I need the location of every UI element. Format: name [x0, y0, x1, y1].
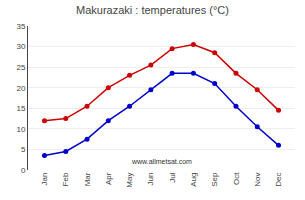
- svg-text:Jul: Jul: [168, 172, 177, 182]
- svg-text:0: 0: [21, 166, 26, 175]
- svg-text:www.allmetsat.com: www.allmetsat.com: [131, 158, 192, 165]
- svg-text:May: May: [125, 173, 134, 188]
- svg-text:10: 10: [16, 125, 25, 134]
- svg-text:Oct: Oct: [232, 172, 241, 185]
- svg-text:Nov: Nov: [253, 173, 262, 187]
- svg-text:25: 25: [16, 63, 25, 72]
- svg-text:Jun: Jun: [146, 173, 155, 186]
- svg-text:Mar: Mar: [83, 172, 92, 186]
- svg-text:Sep: Sep: [210, 172, 219, 187]
- svg-text:Apr: Apr: [104, 172, 113, 185]
- svg-text:Aug: Aug: [189, 173, 198, 187]
- svg-text:Feb: Feb: [61, 172, 70, 186]
- svg-text:30: 30: [16, 42, 25, 51]
- svg-text:5: 5: [21, 145, 26, 154]
- svg-text:15: 15: [16, 104, 25, 113]
- svg-text:35: 35: [16, 22, 25, 31]
- svg-text:Dec: Dec: [274, 173, 283, 187]
- svg-text:Jan: Jan: [40, 173, 49, 186]
- svg-text:Makurazaki : temperatures (°C): Makurazaki : temperatures (°C): [76, 4, 229, 16]
- svg-text:20: 20: [16, 84, 25, 93]
